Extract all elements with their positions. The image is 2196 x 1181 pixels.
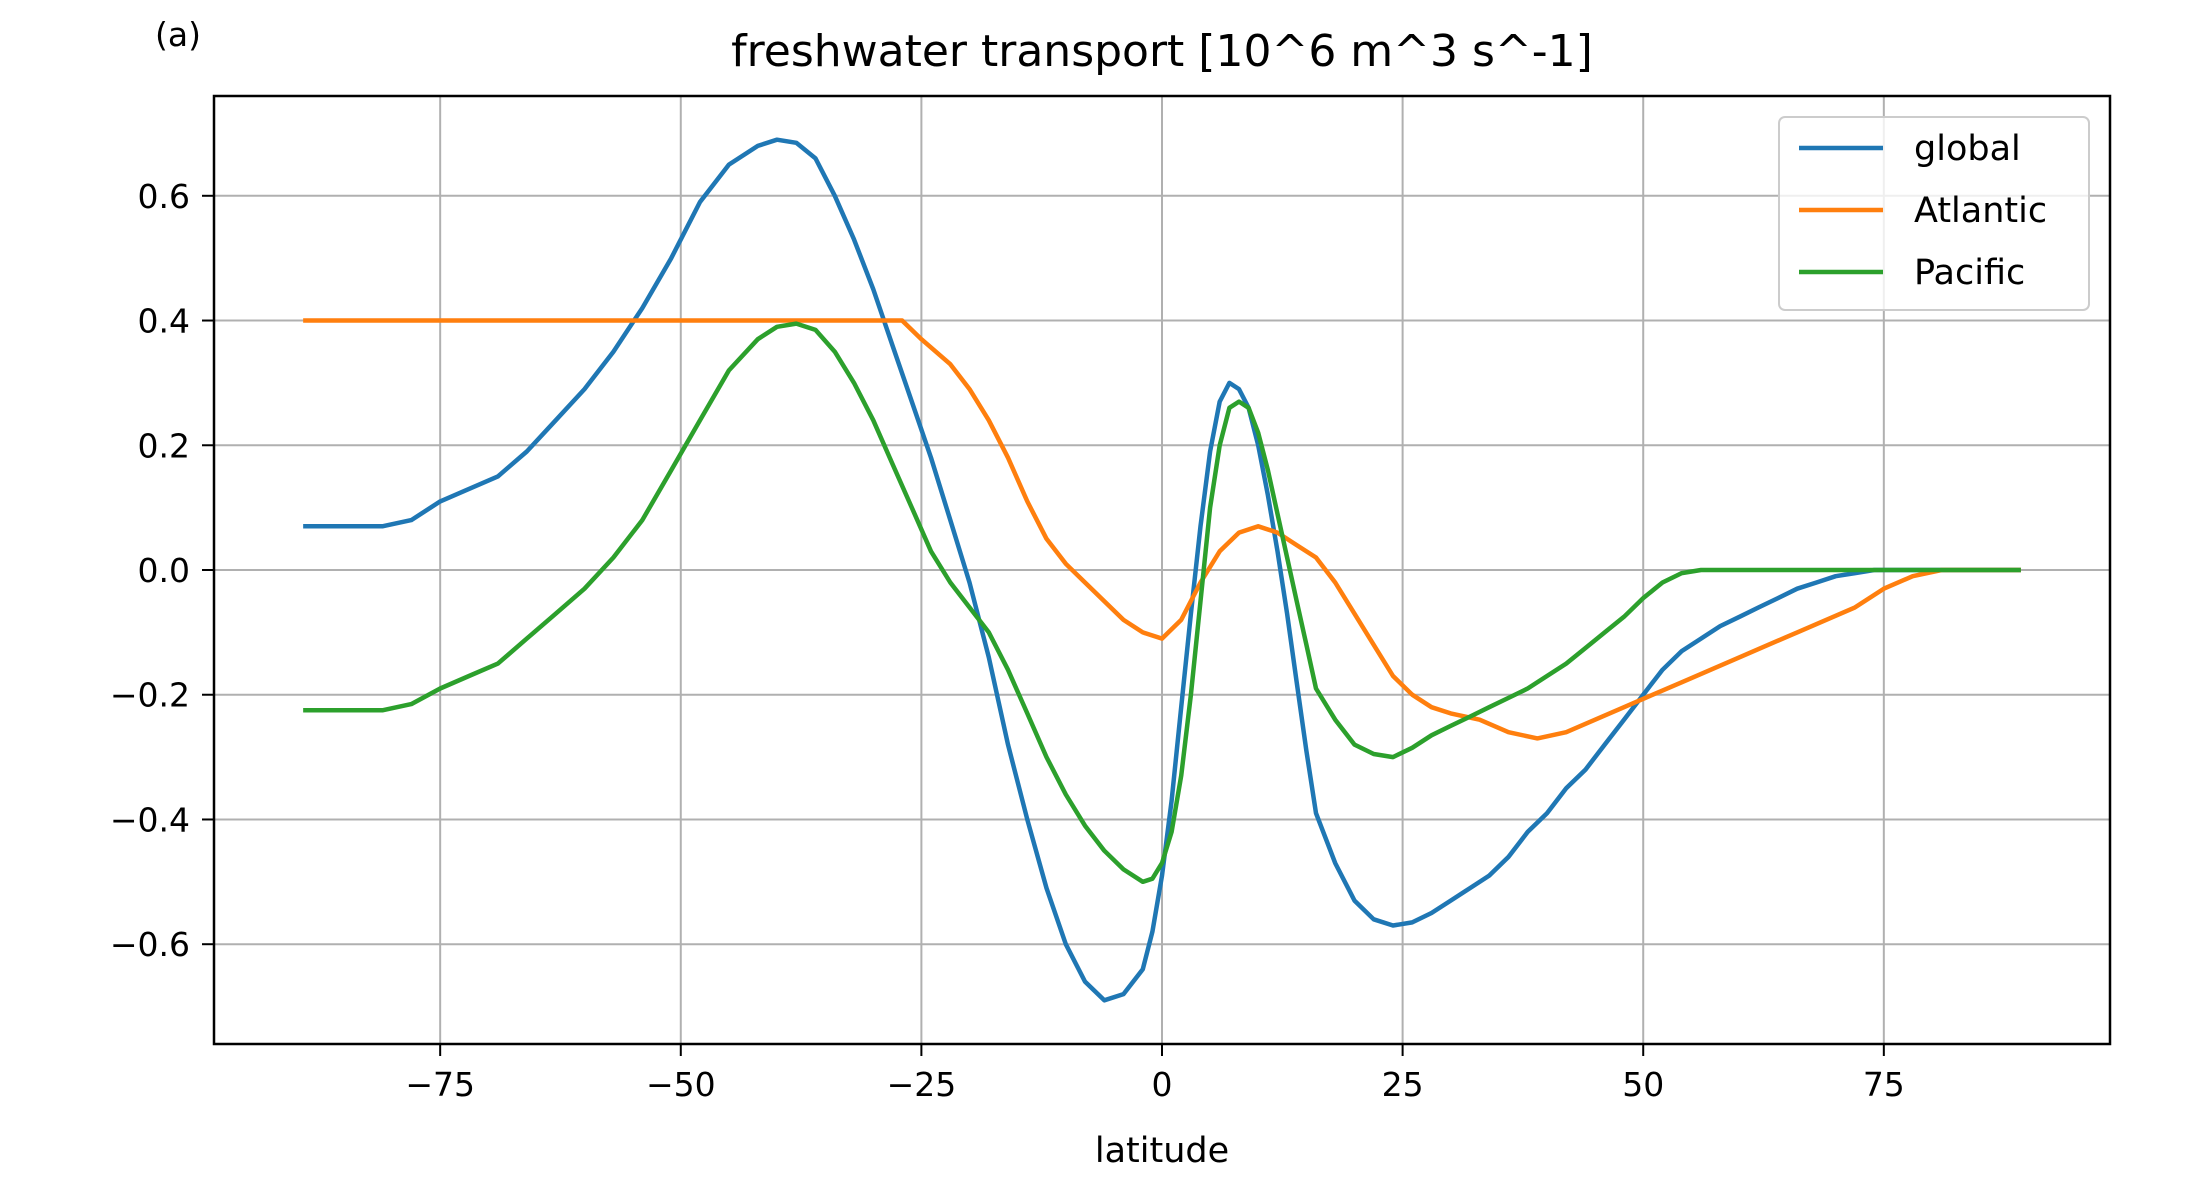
series-lines [303, 137, 2021, 1003]
y-tick-label: 0.4 [138, 302, 190, 341]
legend-label-atlantic: Atlantic [1914, 191, 2047, 231]
panel-label: (a) [155, 15, 201, 54]
legend: global Atlantic Pacific [1778, 116, 2090, 311]
y-tick-label: 0.6 [138, 177, 190, 216]
series-line-atlantic [303, 318, 2021, 741]
chart-title: freshwater transport [10^6 m^3 s^-1] [731, 26, 1593, 77]
y-tick-label: 0.0 [138, 551, 190, 590]
x-tick-label: 50 [1622, 1065, 1664, 1104]
y-tick-label: −0.4 [110, 800, 190, 839]
legend-box [1778, 116, 2090, 311]
legend-label-global: global [1914, 129, 2021, 169]
x-tick-label: 25 [1382, 1065, 1424, 1104]
plot-frame [212, 94, 2112, 1046]
x-tick-label: −25 [887, 1065, 957, 1104]
x-axis-label: latitude [1095, 1131, 1229, 1171]
x-tick-label: −50 [646, 1065, 716, 1104]
y-tick-label: −0.6 [110, 925, 190, 964]
x-tick-label: 0 [1152, 1065, 1173, 1104]
series-line-global [303, 137, 2021, 1003]
ticks: −75 −50 −25 0 25 50 75 0.6 0.4 0.2 0.0 −0.2 −0.4 −0.6 [110, 177, 1905, 1104]
y-tick-label: −0.2 [110, 676, 190, 715]
y-tick-label: 0.2 [138, 426, 190, 465]
series-line-pacific [303, 321, 2021, 885]
legend-label-pacific: Pacific [1914, 253, 2025, 293]
x-tick-label: −75 [405, 1065, 475, 1104]
x-tick-label: 75 [1863, 1065, 1905, 1104]
